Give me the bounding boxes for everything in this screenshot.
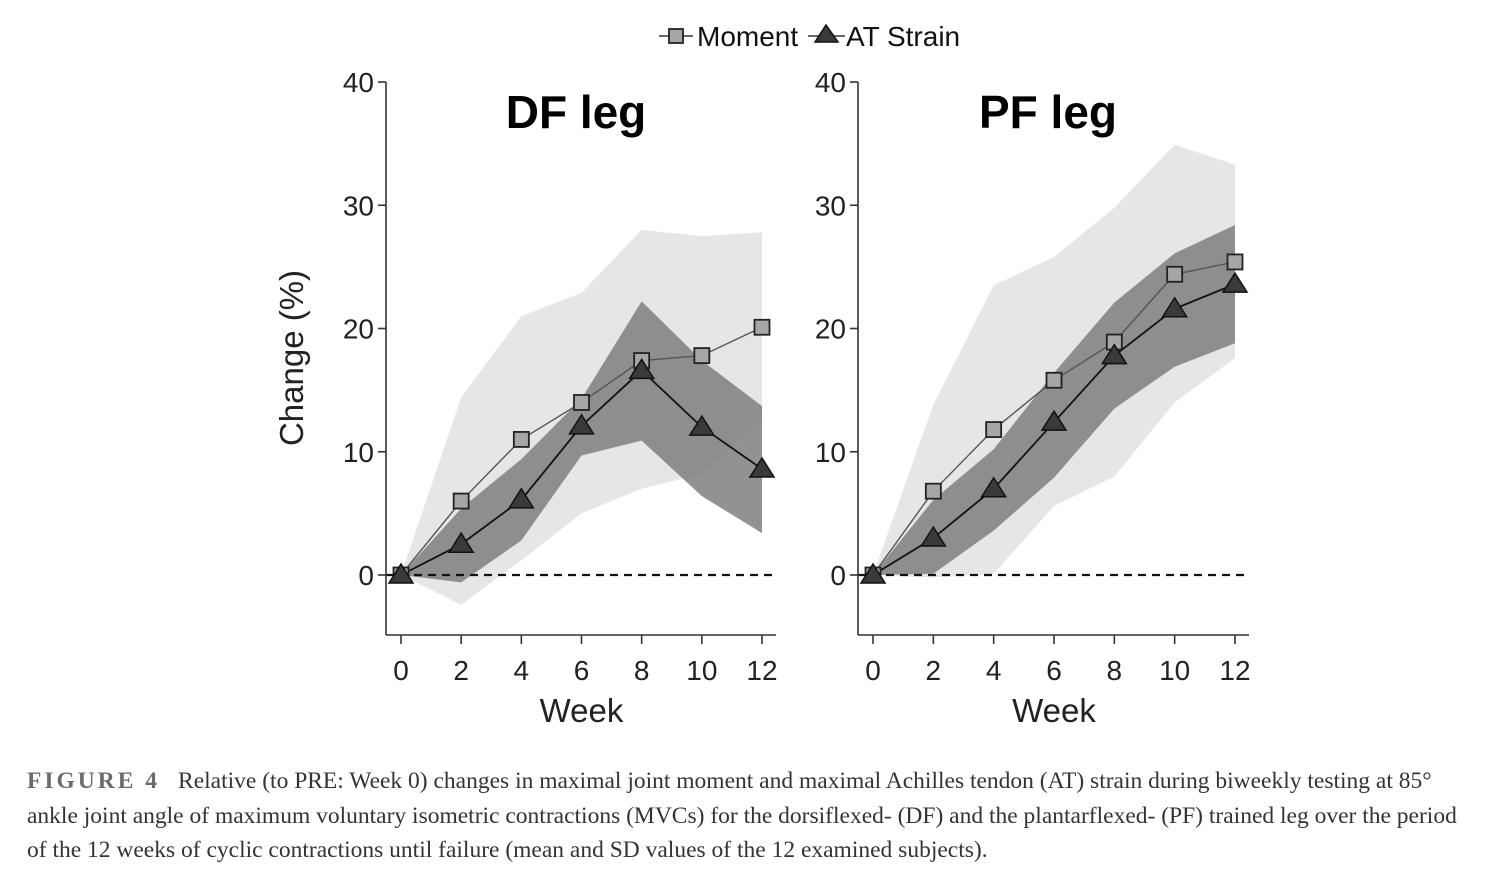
moment-point — [1166, 265, 1184, 283]
at-strain-point — [688, 414, 716, 436]
y-tick-label: 30 — [815, 190, 846, 221]
axes: 0 10 20 30 40 0 2 4 6 8 10 12 — [343, 67, 778, 686]
sd-band-moment — [873, 144, 1235, 578]
moment-point — [924, 482, 942, 500]
axes: 0 10 20 30 40 0 2 4 6 8 10 12 — [815, 67, 1251, 686]
legend-at-strain-label: AT Strain — [846, 21, 960, 52]
series-markers — [387, 318, 776, 584]
x-tick-label: 0 — [393, 655, 409, 686]
at-strain-point — [919, 525, 947, 547]
at-strain-point — [568, 413, 595, 435]
x-tick-label: 2 — [926, 655, 942, 686]
panel-title: PF leg — [979, 86, 1117, 138]
x-tick-label: 2 — [453, 655, 469, 686]
x-tick-label: 8 — [1107, 655, 1123, 686]
figure-label: FIGURE 4 — [27, 768, 161, 794]
x-tick-label: 4 — [986, 655, 1002, 686]
y-tick-label: 20 — [815, 314, 846, 345]
moment-point — [1045, 371, 1063, 389]
figure-caption: FIGURE 4 Relative (to PRE: Week 0) change… — [27, 764, 1477, 868]
sd-band-at-strain — [873, 224, 1235, 575]
caption-text: Relative (to PRE: Week 0) changes in max… — [27, 768, 1457, 863]
y-tick-label: 0 — [358, 560, 374, 591]
legend-triangle-icon — [813, 23, 840, 43]
x-axis-title: Week — [540, 692, 624, 729]
panel-title: DF leg — [506, 86, 647, 138]
y-tick-label: 20 — [343, 314, 374, 345]
at-strain-point — [1161, 296, 1189, 318]
x-tick-label: 4 — [514, 655, 530, 686]
x-tick-label: 10 — [1159, 655, 1190, 686]
at-strain-point — [447, 531, 475, 553]
sd-bands — [873, 144, 1235, 578]
x-tick-label: 6 — [574, 655, 590, 686]
moment-point — [573, 394, 590, 411]
x-tick-label: 0 — [865, 655, 881, 686]
y-tick-label: 40 — [815, 67, 846, 98]
moment-point — [693, 347, 711, 365]
y-tick-label: 40 — [343, 67, 374, 98]
x-tick-label: 6 — [1046, 655, 1062, 686]
y-tick-label: 0 — [830, 560, 846, 591]
moment-point — [753, 318, 771, 336]
x-tick-label: 12 — [746, 655, 777, 686]
at-strain-point — [387, 562, 415, 584]
legend-item-at-strain: AT Strain — [808, 21, 960, 52]
sd-band-at-strain — [401, 301, 762, 583]
at-strain-point — [859, 562, 887, 584]
at-strain-point — [507, 487, 535, 509]
at-strain-point — [1040, 409, 1068, 431]
x-tick-label: 10 — [686, 655, 717, 686]
moment-point — [985, 421, 1003, 438]
moment-point — [1226, 253, 1244, 271]
x-axis-title: Week — [1012, 692, 1096, 729]
at-strain-point — [1100, 343, 1128, 365]
y-tick-label: 10 — [343, 437, 374, 468]
x-tick-label: 8 — [634, 655, 650, 686]
legend-moment-label: Moment — [697, 21, 798, 52]
series-markers — [859, 253, 1249, 584]
panel-pf-leg: 0 10 20 30 40 0 2 4 6 8 10 12 PF leg Week — [815, 67, 1251, 729]
at-strain-point — [980, 476, 1008, 498]
y-tick-label: 30 — [343, 190, 374, 221]
moment-point — [452, 492, 470, 510]
moment-point — [512, 431, 530, 448]
y-axis-title: Change (%) — [273, 270, 310, 446]
at-strain-point — [1221, 271, 1249, 293]
legend-item-moment: Moment — [659, 21, 798, 52]
at-strain-point — [748, 456, 776, 478]
at-strain-point — [628, 358, 656, 380]
legend-square-icon — [668, 28, 684, 44]
panel-df-leg: 0 10 20 30 40 0 2 4 6 8 10 12 DF leg Week Change (%… — [273, 67, 778, 729]
x-tick-label: 12 — [1219, 655, 1250, 686]
legend: Moment AT Strain — [659, 21, 960, 52]
y-tick-label: 10 — [815, 437, 846, 468]
